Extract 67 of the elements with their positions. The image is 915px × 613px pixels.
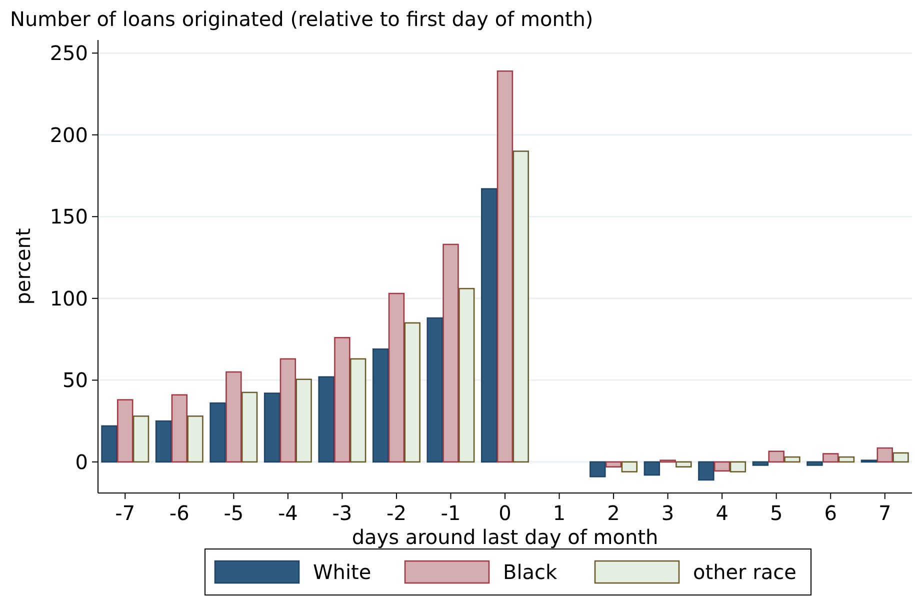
bar	[442, 244, 459, 463]
bar	[822, 453, 839, 463]
bar	[404, 322, 420, 463]
y-axis-title: percent	[11, 228, 35, 305]
bar	[458, 288, 475, 463]
x-axis-title: days around last day of month	[352, 525, 658, 549]
x-tick-label: -3	[332, 501, 352, 525]
x-tick-label: 4	[716, 501, 728, 525]
x-tick-label: -4	[278, 501, 298, 525]
x-tick-label: 7	[878, 501, 892, 525]
x-tick-label: -2	[386, 501, 406, 525]
bar	[388, 292, 405, 463]
bar	[512, 150, 529, 463]
x-tick-label: 0	[498, 501, 512, 525]
chart-title: Number of loans originated (relative to first day of month)	[10, 7, 594, 31]
bar	[621, 461, 638, 472]
bar	[496, 70, 514, 463]
bar	[155, 420, 172, 463]
y-tick-label: 200	[50, 122, 88, 147]
bar	[226, 371, 242, 463]
bar	[806, 461, 823, 466]
legend-label: Black	[503, 560, 558, 584]
legend-label: White	[313, 560, 372, 584]
bar	[698, 461, 714, 481]
bar	[605, 461, 622, 468]
bar	[714, 461, 730, 472]
y-tick-label: 250	[50, 41, 88, 66]
bar	[481, 188, 498, 463]
x-tick-label: 1	[552, 501, 566, 525]
bar	[892, 452, 909, 463]
bar	[784, 456, 800, 463]
bar	[876, 447, 893, 463]
bar	[426, 317, 443, 463]
y-tick-label: 150	[50, 204, 88, 229]
bar	[241, 392, 258, 463]
y-tick-label: 50	[62, 368, 88, 392]
bar	[187, 415, 204, 463]
y-tick-label: 100	[50, 286, 88, 310]
bar	[372, 348, 389, 463]
x-tick-label: 6	[824, 501, 837, 525]
bar	[730, 461, 746, 472]
bar	[676, 461, 692, 468]
x-tick-label: 2	[607, 501, 620, 525]
x-tick-label: -1	[440, 501, 461, 525]
bar	[101, 425, 118, 463]
bar	[210, 402, 226, 463]
bar	[280, 358, 296, 463]
bar	[264, 392, 280, 463]
bar	[296, 378, 312, 463]
bar	[590, 461, 606, 478]
bar	[838, 456, 855, 463]
x-tick-label: 3	[661, 501, 674, 525]
bar	[768, 450, 784, 463]
bar	[318, 376, 334, 463]
y-tick-label: 0	[75, 450, 88, 474]
bar	[132, 415, 150, 463]
bar	[644, 461, 660, 476]
legend-label: other race	[693, 560, 796, 584]
x-tick-label: -7	[115, 501, 136, 525]
bar	[752, 461, 769, 466]
bar	[117, 399, 134, 463]
bar	[334, 336, 350, 463]
bar	[171, 394, 188, 463]
x-tick-label: 5	[770, 501, 783, 525]
x-tick-label: -5	[224, 501, 244, 525]
x-tick-label: -6	[169, 501, 190, 525]
bar	[350, 358, 366, 463]
